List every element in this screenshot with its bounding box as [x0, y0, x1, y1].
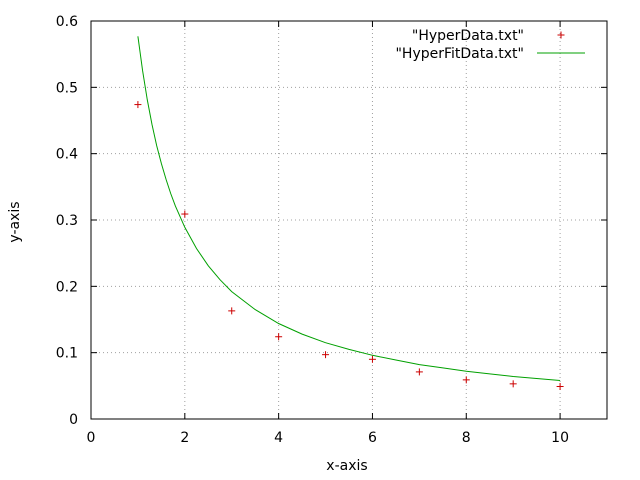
x-axis-label: x-axis: [326, 458, 367, 474]
axis-ticks: [90, 20, 607, 420]
fit-curve-line: [137, 36, 561, 381]
y-axis-label: y-axis: [7, 201, 23, 242]
y-tick-labels: 0 0.1 0.2 0.3 0.4 0.5 0.6: [56, 14, 78, 428]
data-point: [134, 101, 142, 109]
data-point: [228, 307, 236, 315]
y-tick-label: 0.6: [56, 14, 78, 30]
x-tick-label: 10: [551, 430, 569, 446]
data-point: [368, 355, 376, 363]
y-tick-label: 0.4: [56, 147, 78, 163]
legend-point-marker: [557, 31, 565, 39]
plot-frame: [90, 20, 608, 420]
data-point: [415, 368, 423, 376]
x-tick-labels: 0 2 4 6 8 10: [87, 430, 569, 446]
legend-label-hyperfitdata: "HyperFitData.txt": [395, 46, 524, 62]
data-point: [556, 382, 564, 390]
x-tick-label: 4: [274, 430, 283, 446]
x-tick-label: 6: [368, 430, 377, 446]
y-tick-label: 0.1: [56, 346, 78, 362]
y-tick-label: 0.5: [56, 80, 78, 96]
data-point: [462, 376, 470, 384]
data-point: [275, 333, 283, 341]
y-tick-label: 0.3: [56, 213, 78, 229]
grid: [91, 21, 607, 419]
x-tick-label: 0: [87, 430, 96, 446]
legend: "HyperData.txt" "HyperFitData.txt": [395, 28, 585, 62]
plot-area-series: [134, 36, 564, 390]
data-point: [509, 380, 517, 388]
y-tick-label: 0: [69, 412, 78, 428]
x-tick-label: 2: [180, 430, 189, 446]
data-point: [181, 210, 189, 218]
data-point: [322, 351, 330, 359]
legend-marker-hyperdata: [557, 31, 565, 39]
y-tick-label: 0.2: [56, 279, 78, 295]
legend-label-hyperdata: "HyperData.txt": [412, 28, 524, 44]
x-tick-label: 8: [462, 430, 471, 446]
